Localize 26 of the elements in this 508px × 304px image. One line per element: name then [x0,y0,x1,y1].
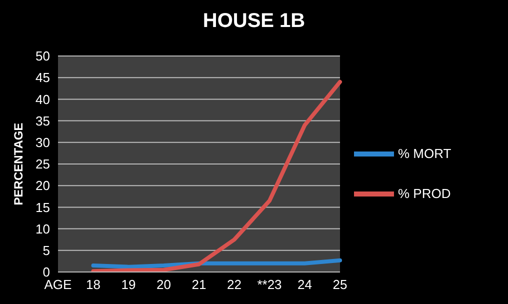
x-tick-label: 25 [332,277,348,292]
y-tick-label: 15 [36,200,50,215]
chart-title: HOUSE 1B [202,10,306,33]
y-tick-label: 50 [36,48,50,64]
x-tick-label: 21 [192,277,206,292]
x-tick-label: 18 [86,277,100,292]
y-tick-label: 45 [36,70,50,86]
line-series [91,80,342,272]
x-tick-label: AGE [44,277,72,292]
x-tick-label: **23 [257,277,282,292]
legend-label: % PROD [398,186,451,202]
y-tick-label: 5 [42,243,50,258]
y-tick-label: 35 [36,113,50,128]
x-tick-label: 20 [156,277,171,292]
x-tick-label: 22 [227,277,242,292]
y-tick-label: 20 [36,178,50,194]
legend-label: % MORT [398,146,452,162]
y-tick-label: 0 [42,264,50,280]
y-tick-label: 30 [36,135,50,150]
y-tick-label: 40 [36,92,50,107]
y-tick-label: 25 [36,156,50,172]
line-series [91,258,342,269]
x-tick-label: 24 [298,277,312,292]
y-tick-label: 10 [36,221,50,236]
y-axis-title: PERCENTAGE [11,122,26,206]
x-tick-label: 19 [121,277,136,292]
